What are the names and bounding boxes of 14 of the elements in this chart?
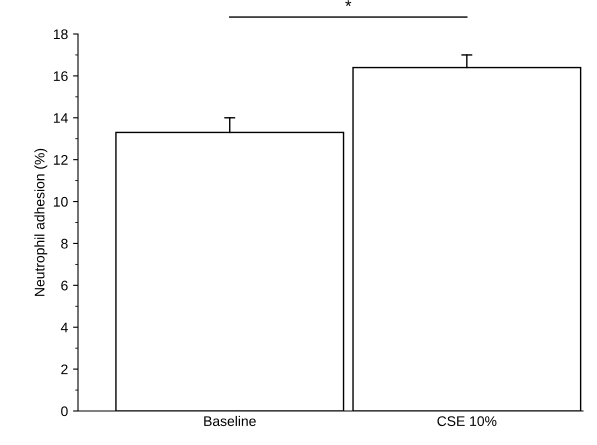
y-tick-label: 14 xyxy=(54,113,68,123)
x-tick-label: Baseline xyxy=(204,416,256,426)
y-axis-title: Neutrophil adhesion (%) xyxy=(34,148,48,296)
y-tick-label: 18 xyxy=(54,29,68,40)
y-tick-label: 6 xyxy=(61,280,68,291)
y-tick-label: 8 xyxy=(61,238,68,249)
y-tick-label: 12 xyxy=(54,155,68,165)
y-tick-label: 16 xyxy=(54,71,68,82)
y-tick-label: 10 xyxy=(54,196,68,207)
text: * xyxy=(345,0,352,6)
x-tick-label: CSE 10% xyxy=(437,416,496,426)
y-tick-label: 2 xyxy=(61,364,68,374)
y-tick-label: 4 xyxy=(60,322,68,332)
y-tick-label: 0 xyxy=(61,406,68,416)
